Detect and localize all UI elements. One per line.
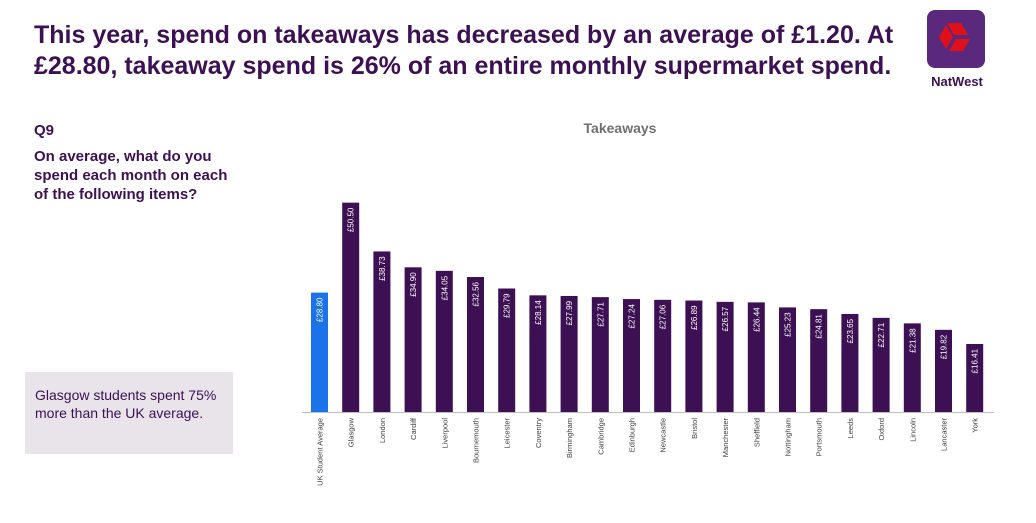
callout-box: Glasgow students spent 75% more than the… — [25, 372, 233, 454]
bar-newcastle — [654, 299, 672, 412]
chart-title: Takeaways — [583, 120, 657, 136]
category-label: Cardiff — [409, 417, 418, 440]
category-label: Newcastle — [659, 418, 668, 453]
data-label: £27.99 — [565, 300, 574, 325]
bar-uk-student-average — [311, 292, 328, 412]
bar-york — [966, 343, 984, 412]
bar-lancaster — [935, 329, 952, 412]
data-label: £28.14 — [534, 300, 543, 325]
bar-leeds — [841, 313, 859, 412]
data-label: £50.50 — [347, 207, 356, 232]
bar-bournemouth — [467, 277, 484, 412]
category-label: Manchester — [721, 418, 730, 458]
category-label: Glasgow — [347, 417, 356, 447]
bar-lincoln — [903, 323, 921, 412]
bar-nottingham — [779, 307, 796, 412]
question-text: On average, what do you spend each month… — [34, 148, 228, 203]
data-label: £26.44 — [752, 307, 761, 332]
category-label: Birmingham — [565, 418, 574, 458]
data-label: £27.06 — [659, 304, 668, 329]
category-label: Edinburgh — [628, 418, 637, 452]
bar-london — [373, 251, 391, 412]
category-label: London — [378, 418, 387, 443]
bar-coventry — [529, 295, 547, 412]
data-label: £19.82 — [940, 334, 949, 359]
bar-cambridge — [591, 297, 609, 412]
data-label: £21.38 — [908, 328, 917, 353]
bar-portsmouth — [810, 309, 828, 412]
data-label: £27.71 — [596, 302, 605, 327]
data-label: £29.79 — [503, 293, 512, 318]
bar-edinburgh — [623, 299, 640, 412]
data-label: £38.73 — [378, 256, 387, 281]
category-label: Oxford — [877, 418, 886, 441]
natwest-cubes-icon — [939, 23, 970, 51]
bar-sheffield — [747, 302, 765, 412]
data-label: £26.89 — [690, 305, 699, 330]
bar-glasgow — [342, 202, 360, 412]
category-label: Bristol — [690, 418, 699, 439]
bar-birmingham — [560, 295, 578, 412]
category-label: Lancaster — [940, 417, 949, 450]
headline: This year, spend on takeaways has decrea… — [34, 21, 894, 80]
category-label: Portsmouth — [815, 418, 824, 456]
data-label: £16.41 — [971, 348, 980, 373]
data-label: £32.56 — [472, 281, 481, 306]
bar-cardiff — [404, 267, 422, 412]
natwest-logo-mark — [927, 10, 985, 68]
bar-liverpool — [435, 270, 453, 412]
category-label: Leicester — [503, 418, 512, 449]
data-label: £28.80 — [316, 297, 325, 322]
category-label: Cambridge — [596, 418, 605, 455]
bar-oxford — [872, 317, 890, 412]
brand-name: NatWest — [931, 74, 983, 89]
category-label: UK Student Average — [316, 418, 325, 486]
data-label: £34.90 — [409, 272, 418, 297]
bar-bristol — [685, 300, 703, 412]
data-label: £34.05 — [440, 275, 449, 300]
category-label: Lincoln — [908, 418, 917, 442]
category-label: Nottingham — [784, 418, 793, 456]
bar-manchester — [716, 301, 734, 412]
category-label: York — [971, 418, 980, 433]
category-label: Leeds — [846, 418, 855, 439]
category-label: Liverpool — [440, 418, 449, 449]
callout-text: Glasgow students spent 75% more than the… — [35, 387, 217, 421]
category-label: Sheffield — [752, 418, 761, 447]
data-label: £26.57 — [721, 306, 730, 331]
question-label: Q9 — [34, 122, 55, 139]
bar-leicester — [498, 288, 516, 412]
data-label: £24.81 — [815, 314, 824, 339]
data-label: £22.71 — [877, 322, 886, 347]
data-label: £27.24 — [628, 304, 637, 329]
natwest-logo: NatWest — [925, 10, 987, 90]
data-label: £23.65 — [846, 318, 855, 343]
category-label: Coventry — [534, 418, 543, 448]
data-label: £25.23 — [784, 312, 793, 337]
category-label: Bournemouth — [472, 418, 481, 463]
